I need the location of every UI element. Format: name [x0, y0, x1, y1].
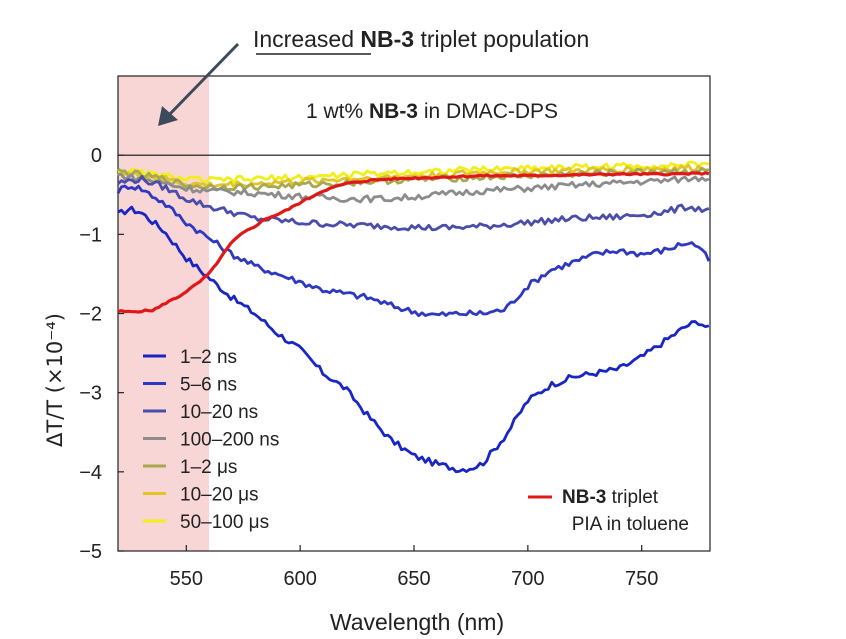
x-axis: 550 600 650 700 750	[170, 545, 658, 590]
legend-label: 100–200 ns	[180, 430, 279, 451]
series-line-2	[117, 175, 710, 232]
y-tick-label: −2	[79, 304, 102, 326]
legend-label: 1–2 μs	[180, 457, 237, 478]
x-tick-label: 750	[625, 568, 658, 590]
series-line-0	[117, 205, 710, 474]
annotation-text: Increased NB-3 triplet population	[253, 26, 589, 52]
y-axis-label: ΔT/T (×10⁻⁴)	[43, 313, 67, 447]
x-axis-label: Wavelength (nm)	[330, 609, 504, 635]
reference-legend: NB-3 triplet PIA in toluene	[528, 487, 689, 535]
series-layer	[116, 160, 711, 474]
x-tick-label: 700	[511, 568, 544, 590]
y-tick-label: −5	[79, 541, 102, 563]
legend-label: 10–20 μs	[180, 485, 259, 506]
highlight-region	[118, 76, 210, 551]
legend-label: 10–20 ns	[180, 402, 258, 423]
y-tick-label: −1	[79, 224, 102, 246]
legend-label: 50–100 μs	[180, 512, 269, 533]
y-tick-label: −3	[79, 383, 102, 405]
x-tick-label: 600	[283, 568, 316, 590]
annotation-arrow-icon	[158, 42, 240, 126]
legend-label: 5–6 ns	[180, 375, 237, 396]
y-tick-label: −4	[79, 462, 102, 484]
y-axis: 0 −1 −2 −3 −4 −5	[79, 145, 124, 563]
y-tick-label: 0	[91, 145, 102, 167]
series-line-1	[116, 184, 711, 318]
x-tick-label: 550	[170, 568, 203, 590]
reference-series-line	[117, 171, 710, 314]
series-line-3	[117, 172, 710, 204]
legend: 1–2 ns 5–6 ns 10–20 ns 100–200 ns 1–2 μs 10–2…	[143, 347, 279, 533]
legend-label: 1–2 ns	[180, 347, 237, 368]
reference-legend-label-line2: PIA in toluene	[572, 514, 689, 535]
reference-legend-label: NB-3 triplet	[562, 487, 659, 508]
x-tick-label: 650	[397, 568, 430, 590]
plot-title: 1 wt% NB-3 in DMAC-DPS	[306, 100, 558, 123]
